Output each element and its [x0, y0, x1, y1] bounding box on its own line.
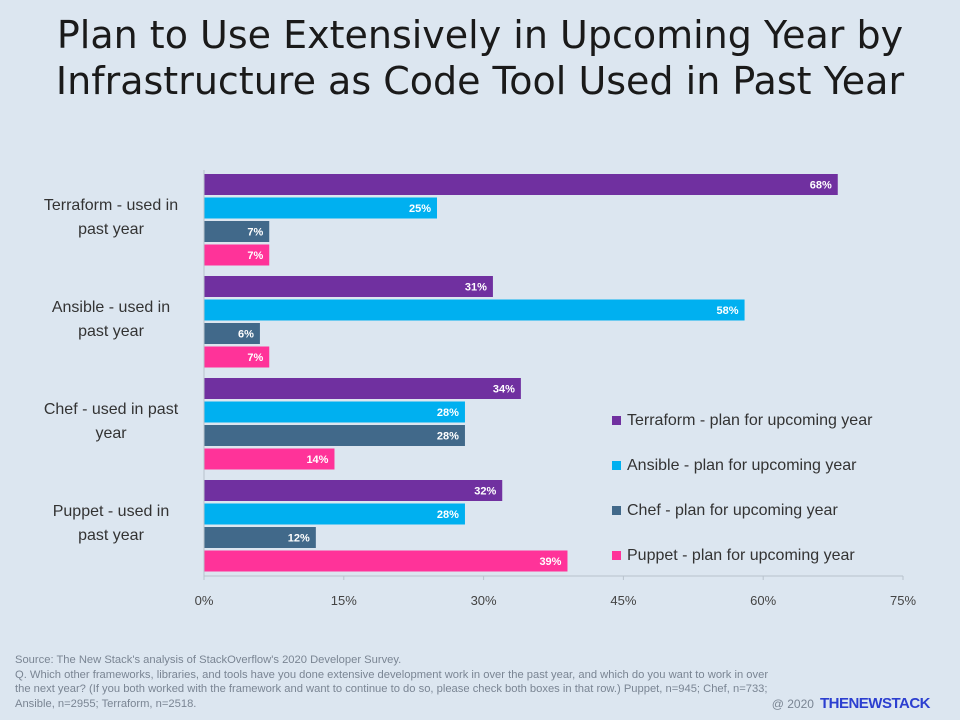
source-note: Source: The New Stack's analysis of Stac…: [15, 653, 785, 711]
category-label: past year: [78, 323, 144, 340]
source-text: Source: The New Stack's analysis of Stac…: [15, 654, 402, 666]
data-label: 34%: [493, 384, 515, 396]
x-tick-label: 30%: [471, 593, 497, 608]
legend-label: Ansible - plan for upcoming year: [627, 457, 857, 474]
category-label: past year: [78, 527, 144, 544]
copyright-text: @ 2020: [771, 697, 814, 711]
bar: [204, 346, 270, 368]
bar: [204, 550, 568, 572]
data-label: 28%: [437, 431, 459, 443]
legend-swatch: [612, 416, 621, 425]
bar: [204, 299, 745, 321]
data-label: 68%: [810, 180, 832, 192]
chart-title-line-2: Infrastructure as Code Tool Used in Past…: [55, 59, 905, 103]
data-label: 28%: [437, 407, 459, 419]
category-label: past year: [78, 221, 144, 238]
data-label: 31%: [465, 282, 487, 294]
data-label: 25%: [409, 203, 431, 215]
bar: [204, 221, 270, 242]
x-tick-label: 75%: [890, 593, 916, 608]
bar: [204, 244, 270, 266]
bar: [204, 448, 335, 470]
bar: [204, 276, 493, 297]
x-tick-label: 45%: [610, 593, 636, 608]
data-label: 14%: [306, 454, 328, 466]
x-tick-label: 60%: [750, 593, 776, 608]
bar: [204, 503, 465, 525]
bar: [204, 174, 838, 195]
data-label: 7%: [247, 352, 263, 364]
legend-label: Terraform - plan for upcoming year: [627, 412, 873, 429]
bar: [204, 480, 503, 501]
data-label: 28%: [437, 509, 459, 521]
data-label: 32%: [474, 486, 496, 498]
bar: [204, 323, 260, 344]
data-label: 58%: [717, 305, 739, 317]
data-label: 39%: [539, 556, 561, 568]
question-text: Q. Which other frameworks, libraries, an…: [15, 668, 769, 710]
legend-swatch: [612, 551, 621, 560]
legend-swatch: [612, 461, 621, 470]
brand-logo: THENEWSTACK: [819, 695, 931, 712]
legend-label: Chef - plan for upcoming year: [627, 502, 838, 519]
bar: [204, 425, 465, 446]
category-label: Ansible - used in: [52, 299, 170, 316]
legend-swatch: [612, 506, 621, 515]
category-label: Chef - used in past: [44, 401, 179, 418]
category-label: year: [95, 425, 127, 442]
data-label: 6%: [238, 329, 254, 341]
category-label: Terraform - used in: [44, 197, 178, 214]
chart-title: Plan to Use Extensively in Upcoming Year…: [0, 12, 960, 104]
chart-title-line-1: Plan to Use Extensively in Upcoming Year…: [56, 13, 904, 57]
x-tick-label: 15%: [331, 593, 357, 608]
category-label: Puppet - used in: [53, 503, 170, 520]
bar: [204, 527, 316, 548]
data-label: 12%: [288, 533, 310, 545]
x-tick-label: 0%: [195, 593, 214, 608]
bar: [204, 401, 465, 423]
bar: [204, 197, 437, 219]
bar: [204, 378, 521, 399]
data-label: 7%: [247, 227, 263, 239]
data-label: 7%: [247, 250, 263, 262]
credit: @ 2020 THENEWSTACK: [771, 695, 931, 712]
legend-label: Puppet - plan for upcoming year: [627, 547, 855, 564]
